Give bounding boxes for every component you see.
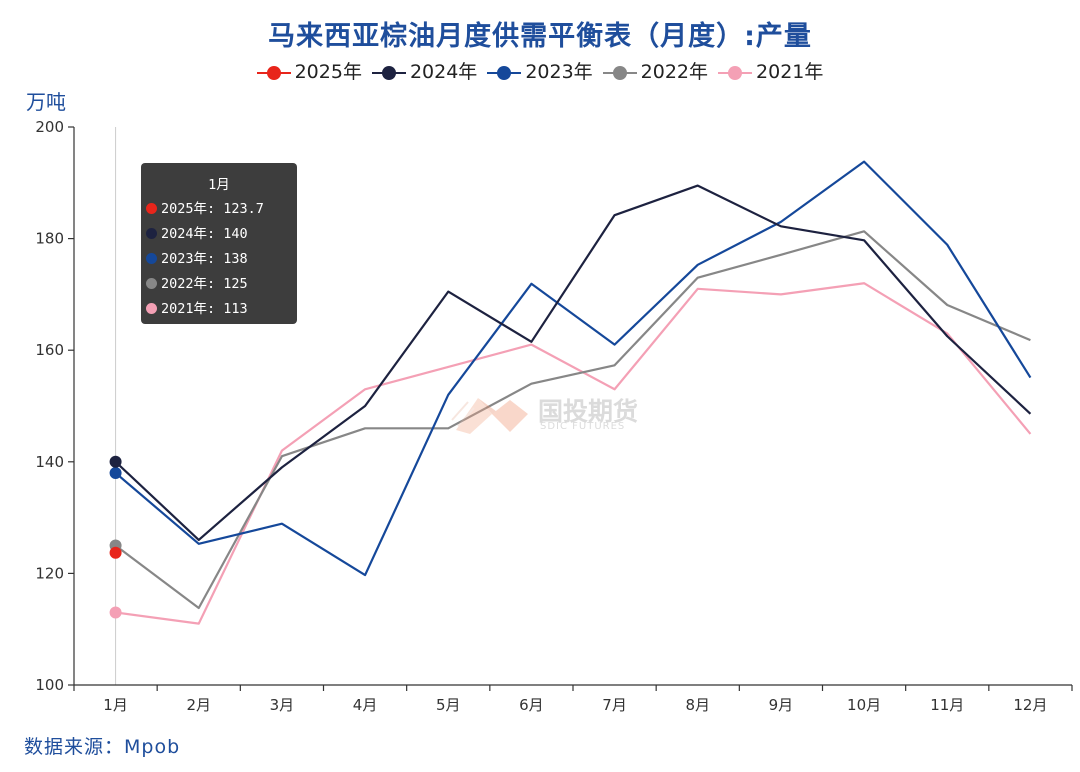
tooltip-value: 138	[215, 251, 248, 267]
series-line-2024年	[114, 184, 1032, 542]
tooltip-row: 2021年: 113	[141, 297, 297, 322]
y-tick-label: 160	[35, 341, 64, 359]
x-tick-label: 9月	[769, 696, 794, 714]
tooltip-label: 2024年:	[161, 226, 216, 242]
legend-label: 2021年	[756, 61, 824, 83]
tooltip-label: 2022年:	[161, 276, 216, 292]
tooltip-row: 2023年: 138	[141, 247, 297, 272]
tooltip-value: 113	[215, 301, 248, 317]
x-tick-label: 1月	[103, 696, 128, 714]
legend-marker-icon	[602, 65, 637, 80]
series-lines	[114, 160, 1032, 625]
tooltip-dot-icon	[146, 252, 157, 264]
legend-label: 2025年	[294, 61, 362, 83]
y-tick-label: 200	[35, 118, 64, 136]
y-tick-label: 180	[35, 230, 64, 248]
legend-item[interactable]: 2022年	[602, 57, 709, 84]
data-source: 数据来源：Mpob	[24, 736, 181, 758]
legend-marker-icon	[371, 65, 406, 80]
x-tick-label: 3月	[270, 696, 295, 714]
x-tick-label: 5月	[436, 696, 461, 714]
data-point-2023年	[109, 466, 122, 479]
tooltip-label: 2025年:	[161, 201, 216, 217]
legend-label: 2022年	[640, 61, 709, 83]
tooltip-value: 123.7	[215, 201, 264, 217]
y-tick-label: 100	[35, 676, 64, 694]
legend-marker-icon	[718, 65, 753, 80]
watermark: 国投期货 SDIC FUTURES	[448, 390, 638, 440]
x-tick-label: 10月	[847, 696, 881, 714]
tooltip-dot-icon	[146, 202, 157, 214]
x-tick-label: 12月	[1013, 696, 1047, 714]
watermark-logo-icon	[451, 398, 528, 434]
tooltip-row: 2025年: 123.7	[141, 197, 297, 222]
legend-marker-icon	[256, 65, 291, 80]
tooltip: 1月 2025年: 123.7 2024年: 140 2023年: 138 2022年…	[141, 163, 297, 324]
tooltip-label: 2021年:	[161, 301, 216, 317]
x-tick-label: 4月	[353, 696, 378, 714]
legend-marker-icon	[487, 65, 522, 80]
legend-item[interactable]: 2021年	[718, 57, 823, 84]
legend-label: 2024年	[409, 61, 478, 83]
legend-item[interactable]: 2024年	[371, 57, 478, 84]
legend-item[interactable]: 2023年	[487, 57, 593, 84]
watermark-subtext: SDIC FUTURES	[540, 421, 626, 432]
y-tick-label: 140	[35, 453, 64, 471]
watermark-text: 国投期货	[538, 397, 639, 426]
legend-item[interactable]: 2025年	[256, 57, 362, 84]
y-axis-unit: 万吨	[26, 90, 66, 114]
x-tick-label: 2月	[186, 696, 211, 714]
axes: 100 120 140 160 180 200 1月 2月 3月 4月 5月 6月 7月 8月 9月 10月 1…	[35, 118, 1073, 714]
tooltip-rows: 2025年: 123.7 2024年: 140 2023年: 138 2022年: 1…	[141, 197, 297, 322]
series-line-2023年	[114, 160, 1032, 577]
chart-title: 马来西亚棕油月度供需平衡表（月度）:产量	[268, 21, 812, 52]
series-line-2021年	[115, 282, 1032, 625]
tooltip-title: 1月	[208, 177, 230, 193]
tooltip-row: 2022年: 125	[141, 272, 297, 297]
legend-label: 2023年	[525, 61, 593, 83]
legend: 2025年 2024年 2023年 2022年 2021年	[0, 57, 1080, 84]
x-tick-label: 8月	[685, 696, 710, 714]
tooltip-value: 140	[215, 226, 248, 242]
tooltip-label: 2023年:	[161, 251, 216, 267]
y-tick-label: 120	[35, 564, 64, 582]
tooltip-dot-icon	[146, 227, 157, 239]
tooltip-dot-icon	[146, 277, 157, 289]
data-point-2021年	[109, 606, 122, 619]
data-point-2024年	[109, 455, 122, 468]
x-tick-label: 7月	[602, 696, 627, 714]
series-points	[109, 455, 122, 619]
tooltip-value: 125	[215, 276, 248, 292]
data-point-2025年	[109, 546, 122, 559]
tooltip-row: 2024年: 140	[141, 222, 297, 247]
tooltip-dot-icon	[146, 302, 157, 314]
x-tick-label: 11月	[930, 696, 964, 714]
x-tick-label: 6月	[519, 696, 544, 714]
series-line-2022年	[114, 230, 1031, 610]
